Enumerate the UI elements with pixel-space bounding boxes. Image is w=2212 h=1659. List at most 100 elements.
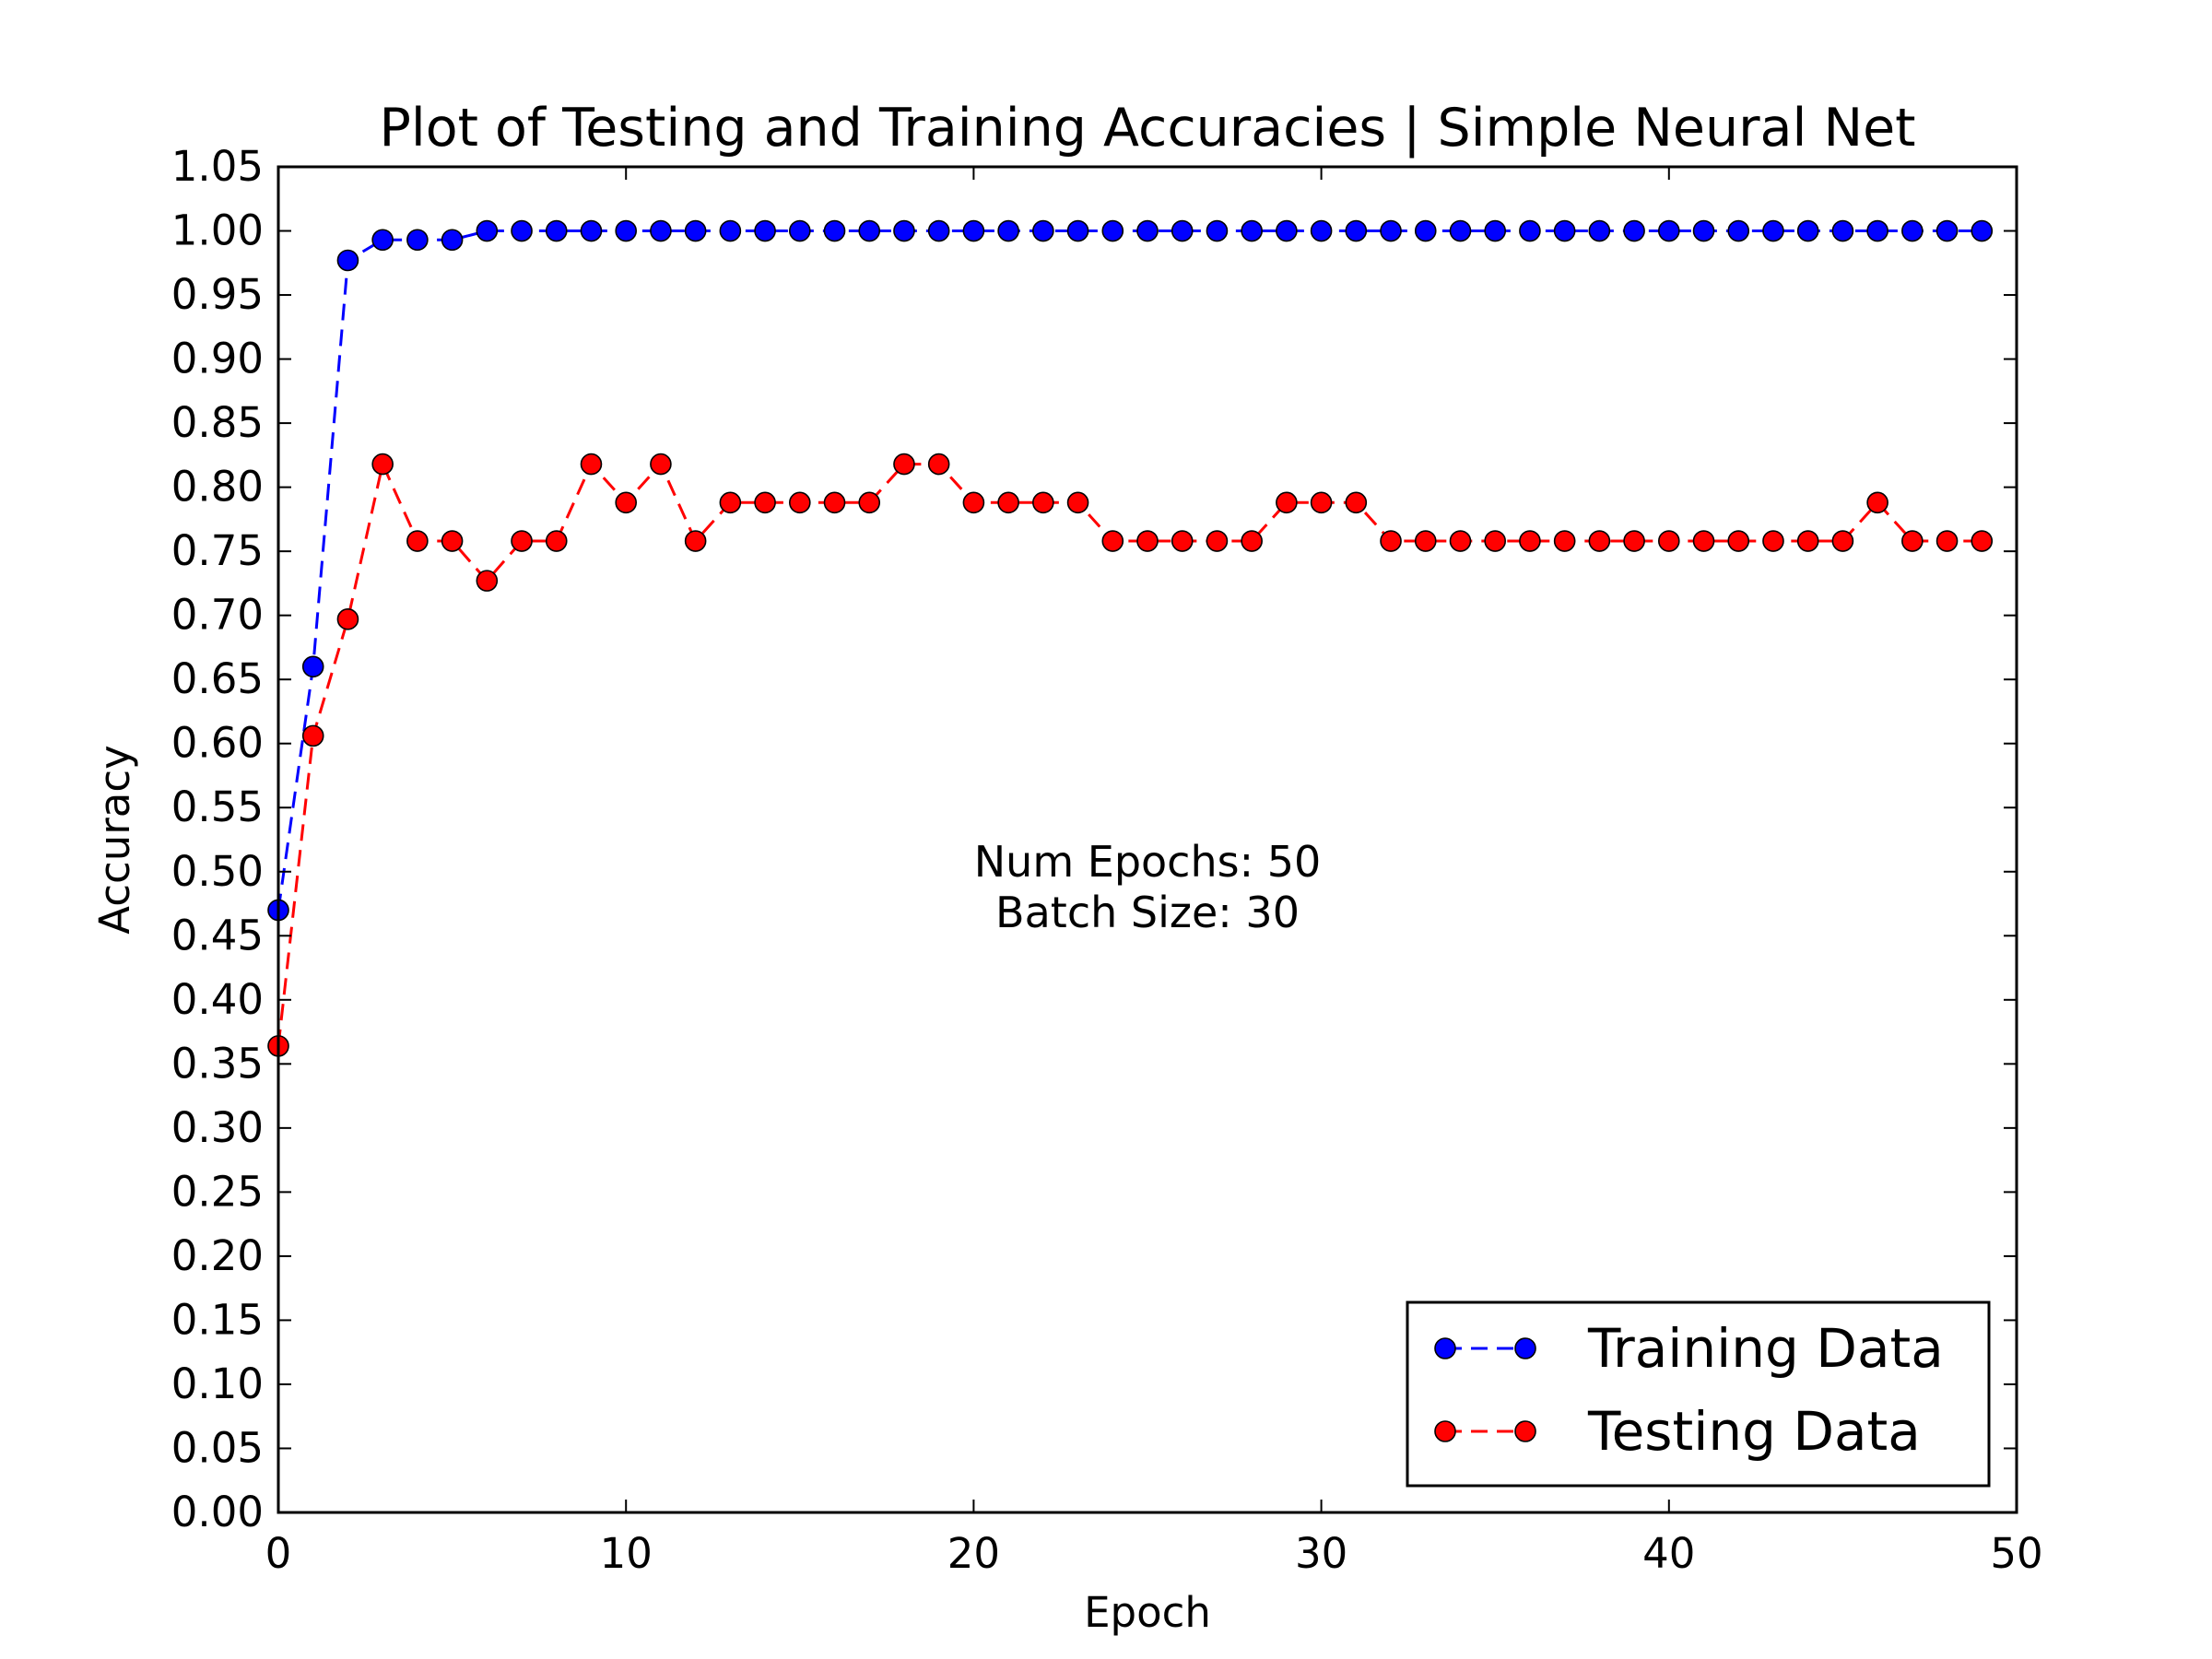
data-point-testing (615, 491, 638, 514)
legend-marker-testing-end (1514, 1420, 1536, 1442)
x-tick-label: 30 (1295, 1529, 1347, 1578)
data-point-testing (545, 530, 568, 552)
data-point-testing (1032, 491, 1054, 514)
data-point-training (1414, 219, 1437, 242)
data-point-training (1241, 219, 1263, 242)
data-point-training (476, 219, 499, 242)
data-point-training (1727, 219, 1750, 242)
data-point-testing (927, 453, 950, 476)
data-point-training (893, 219, 915, 242)
x-tick-label: 20 (947, 1529, 1000, 1578)
y-tick-label: 0.80 (171, 463, 264, 512)
y-tick-label: 0.50 (171, 847, 264, 896)
data-point-testing (823, 491, 846, 514)
data-point-training (1276, 219, 1298, 242)
data-point-testing (1241, 530, 1263, 552)
data-point-training (1101, 219, 1124, 242)
data-point-training (1136, 219, 1159, 242)
ticks-layer: 0.00 0.05 0.10 0.15 0.20 0.25 0.30 0.35 0.40 0.45… (171, 142, 2043, 1578)
data-point-training (962, 219, 985, 242)
y-tick-label: 0.20 (171, 1231, 264, 1280)
data-point-training (580, 219, 603, 242)
data-point-training (927, 219, 950, 242)
data-point-training (754, 219, 776, 242)
y-tick-label: 0.75 (171, 526, 264, 575)
data-point-training (336, 249, 359, 272)
data-point-training (1519, 219, 1541, 242)
data-point-testing (1588, 530, 1611, 552)
data-point-testing (1276, 491, 1298, 514)
data-point-training (545, 219, 568, 242)
y-tick-label: 0.40 (171, 975, 264, 1024)
data-point-testing (1796, 530, 1819, 552)
data-point-testing (1971, 530, 1994, 552)
data-point-training (1971, 219, 1994, 242)
y-tick-label: 0.55 (171, 782, 264, 831)
data-point-training (1310, 219, 1333, 242)
x-tick-label: 50 (1990, 1529, 2042, 1578)
data-point-testing (301, 724, 324, 747)
data-point-training (719, 219, 742, 242)
data-point-testing (1345, 491, 1368, 514)
data-point-training (1796, 219, 1819, 242)
data-point-training (1658, 219, 1680, 242)
y-tick-label: 0.60 (171, 719, 264, 768)
y-tick-label: 1.00 (171, 206, 264, 255)
data-point-training (1936, 219, 1959, 242)
data-point-testing (1484, 530, 1506, 552)
y-tick-label: 0.35 (171, 1039, 264, 1088)
annotation-batch-size: Batch Size: 30 (995, 888, 1300, 937)
x-tick-label: 10 (600, 1529, 653, 1578)
legend-marker-testing (1434, 1420, 1456, 1442)
data-point-testing (1553, 530, 1576, 552)
data-point-training (1901, 219, 1924, 242)
data-point-testing (1101, 530, 1124, 552)
data-point-testing (1136, 530, 1159, 552)
data-point-training (1484, 219, 1506, 242)
y-tick-label: 0.15 (171, 1295, 264, 1344)
data-point-testing (1866, 491, 1888, 514)
data-point-training (1553, 219, 1576, 242)
data-point-training (511, 219, 533, 242)
data-point-training (684, 219, 707, 242)
plot-frame (276, 165, 2018, 1514)
series-testing (267, 453, 1994, 1057)
y-tick-label: 0.90 (171, 335, 264, 383)
y-tick-label: 0.85 (171, 398, 264, 447)
legend-label-training: Training Data (1587, 1317, 1944, 1380)
data-point-testing (1206, 530, 1229, 552)
data-point-training (1866, 219, 1888, 242)
data-point-training (1345, 219, 1368, 242)
y-tick-label: 0.95 (171, 270, 264, 319)
data-point-testing (1414, 530, 1437, 552)
series-layer (267, 219, 1994, 1057)
data-point-testing (476, 570, 499, 592)
data-point-testing (1623, 530, 1645, 552)
data-point-testing (684, 530, 707, 552)
data-point-training (788, 219, 811, 242)
data-point-testing (580, 453, 603, 476)
data-point-testing (1171, 530, 1194, 552)
series-training (267, 219, 1994, 922)
data-point-testing (406, 530, 429, 552)
legend-marker-training-end (1514, 1337, 1536, 1359)
data-point-testing (1901, 530, 1924, 552)
data-point-training (301, 655, 324, 678)
data-point-training (441, 229, 464, 252)
legend-label-testing: Testing Data (1587, 1400, 1921, 1463)
data-point-testing (1380, 530, 1402, 552)
chart-title: Plot of Testing and Training Accuracies … (380, 98, 1916, 159)
data-point-testing (1066, 491, 1089, 514)
data-point-testing (1658, 530, 1680, 552)
data-point-training (615, 219, 638, 242)
data-point-training (1831, 219, 1854, 242)
data-point-training (1449, 219, 1472, 242)
y-tick-label: 0.10 (171, 1359, 264, 1408)
data-point-testing (1310, 491, 1333, 514)
data-point-testing (511, 530, 533, 552)
data-point-training (1206, 219, 1229, 242)
y-tick-label: 0.25 (171, 1167, 264, 1216)
x-tick-label: 0 (265, 1529, 292, 1578)
data-point-training (1588, 219, 1611, 242)
data-point-training (650, 219, 672, 242)
